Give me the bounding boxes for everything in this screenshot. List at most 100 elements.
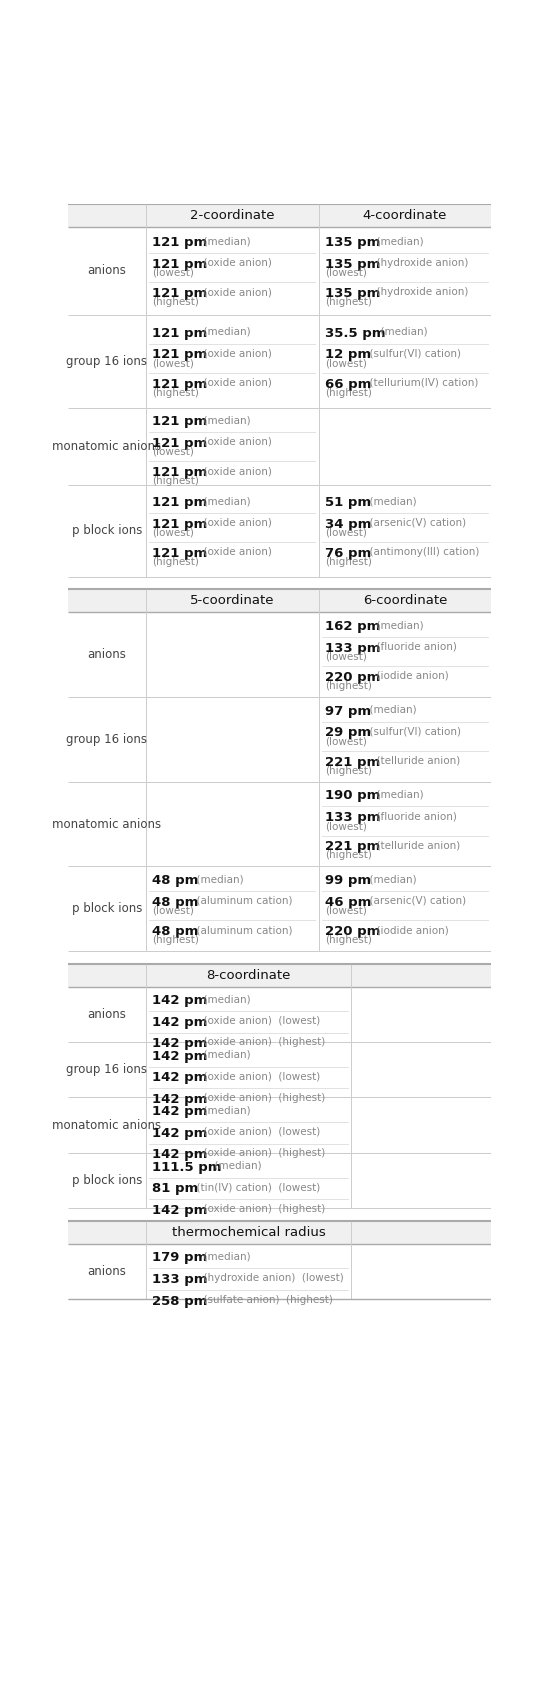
Text: (highest): (highest)	[325, 388, 372, 397]
Text: 142 pm: 142 pm	[152, 1072, 207, 1084]
Text: (median): (median)	[190, 873, 244, 884]
Text: (oxide anion): (oxide anion)	[197, 258, 272, 268]
Text: (sulfate anion)  (highest): (sulfate anion) (highest)	[197, 1294, 333, 1304]
Text: (highest): (highest)	[325, 556, 372, 566]
Text: (aluminum cation): (aluminum cation)	[190, 895, 293, 906]
Text: (highest): (highest)	[325, 297, 372, 307]
Bar	[68, 1041, 146, 1097]
Text: 142 pm: 142 pm	[152, 1016, 207, 1029]
Text: (median): (median)	[363, 873, 417, 884]
Bar	[351, 1243, 491, 1299]
Text: (lowest): (lowest)	[325, 268, 367, 278]
Bar	[68, 782, 146, 867]
Text: 142 pm: 142 pm	[152, 1038, 207, 1050]
Text: group 16 ions: group 16 ions	[67, 733, 147, 746]
Text: (oxide anion): (oxide anion)	[197, 438, 272, 446]
Bar	[146, 1097, 351, 1153]
Text: 2-coordinate: 2-coordinate	[190, 209, 275, 222]
Text: (highest): (highest)	[152, 556, 199, 566]
Text: (highest): (highest)	[152, 297, 199, 307]
Bar	[318, 697, 491, 782]
Bar	[68, 485, 146, 577]
Text: (iodide anion): (iodide anion)	[370, 672, 449, 680]
Text: 142 pm: 142 pm	[152, 1148, 207, 1162]
Bar	[146, 782, 318, 867]
Bar	[68, 1153, 146, 1208]
Text: (median): (median)	[197, 1050, 251, 1060]
Text: (lowest): (lowest)	[325, 527, 367, 538]
Text: (median): (median)	[370, 621, 424, 631]
Bar	[146, 1243, 351, 1299]
Text: (oxide anion)  (highest): (oxide anion) (highest)	[197, 1148, 325, 1158]
Text: 48 pm: 48 pm	[152, 873, 198, 887]
Text: 121 pm: 121 pm	[152, 287, 207, 300]
Text: (telluride anion): (telluride anion)	[370, 756, 460, 765]
Bar	[68, 1243, 146, 1299]
Text: thermochemical radius: thermochemical radius	[171, 1226, 325, 1238]
Bar	[68, 1221, 491, 1243]
Text: (median): (median)	[197, 497, 251, 505]
Text: 220 pm: 220 pm	[325, 672, 380, 683]
Text: anions: anions	[87, 648, 127, 661]
Text: 133 pm: 133 pm	[325, 641, 380, 655]
Text: (median): (median)	[197, 416, 251, 426]
Text: (median): (median)	[363, 706, 417, 714]
Text: 133 pm: 133 pm	[152, 1274, 207, 1286]
Bar	[351, 987, 491, 1041]
Text: monatomic anions: monatomic anions	[52, 439, 162, 453]
Text: 76 pm: 76 pm	[325, 546, 371, 560]
Text: 135 pm: 135 pm	[325, 236, 380, 249]
Text: group 16 ions: group 16 ions	[67, 1063, 147, 1077]
Text: (highest): (highest)	[325, 934, 372, 945]
Text: 111.5 pm: 111.5 pm	[152, 1160, 222, 1174]
Bar	[146, 1153, 351, 1208]
Bar	[68, 204, 491, 227]
Text: 121 pm: 121 pm	[152, 416, 207, 429]
Text: (median): (median)	[197, 327, 251, 338]
Bar	[68, 407, 146, 485]
Text: (median): (median)	[197, 236, 251, 246]
Text: 121 pm: 121 pm	[152, 236, 207, 249]
Text: (sulfur(VI) cation): (sulfur(VI) cation)	[363, 348, 461, 358]
Text: (highest): (highest)	[325, 765, 372, 775]
Text: 162 pm: 162 pm	[325, 621, 380, 633]
Text: anions: anions	[87, 265, 127, 278]
Text: 142 pm: 142 pm	[152, 1092, 207, 1106]
Text: 142 pm: 142 pm	[152, 994, 207, 1007]
Text: 121 pm: 121 pm	[152, 348, 207, 361]
Text: 5-coordinate: 5-coordinate	[190, 594, 275, 607]
Text: (median): (median)	[374, 327, 428, 338]
Text: 48 pm: 48 pm	[152, 924, 198, 938]
Text: 51 pm: 51 pm	[325, 497, 371, 509]
Text: 135 pm: 135 pm	[325, 287, 380, 300]
Text: anions: anions	[87, 1265, 127, 1279]
Text: 142 pm: 142 pm	[152, 1050, 207, 1063]
Text: 142 pm: 142 pm	[152, 1204, 207, 1216]
Text: (lowest): (lowest)	[152, 906, 194, 916]
Text: (median): (median)	[197, 994, 251, 1004]
Text: anions: anions	[87, 1007, 127, 1021]
Text: (fluoride anion): (fluoride anion)	[370, 641, 457, 651]
Text: 190 pm: 190 pm	[325, 790, 380, 802]
Text: group 16 ions: group 16 ions	[67, 354, 147, 368]
Bar	[318, 227, 491, 315]
Text: (hydroxide anion): (hydroxide anion)	[370, 258, 468, 268]
Text: monatomic anions: monatomic anions	[52, 817, 162, 831]
Text: (lowest): (lowest)	[325, 906, 367, 916]
Bar	[68, 697, 146, 782]
Text: (oxide anion)  (lowest): (oxide anion) (lowest)	[197, 1126, 321, 1136]
Text: 133 pm: 133 pm	[325, 811, 380, 824]
Bar	[146, 1041, 351, 1097]
Bar	[146, 485, 318, 577]
Bar	[68, 589, 491, 612]
Text: (lowest): (lowest)	[325, 358, 367, 368]
Text: 12 pm: 12 pm	[325, 348, 371, 361]
Bar	[68, 612, 146, 697]
Text: 142 pm: 142 pm	[152, 1106, 207, 1118]
Text: monatomic anions: monatomic anions	[52, 1119, 162, 1131]
Text: (tellurium(IV) cation): (tellurium(IV) cation)	[363, 378, 478, 388]
Text: p block ions: p block ions	[72, 1174, 142, 1187]
Text: (hydroxide anion)  (lowest): (hydroxide anion) (lowest)	[197, 1274, 344, 1284]
Bar	[68, 1097, 146, 1153]
Bar	[146, 697, 318, 782]
